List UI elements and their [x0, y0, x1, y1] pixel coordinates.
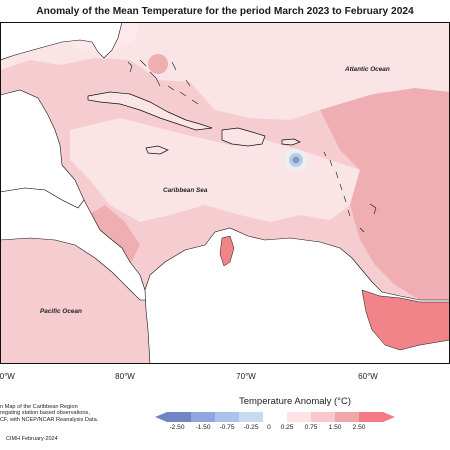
legend-swatch	[359, 412, 384, 422]
legend-tick-label: 1.50	[328, 424, 342, 431]
land-puerto-rico	[281, 138, 301, 146]
legend-swatch	[263, 412, 288, 422]
land-hispaniola	[221, 127, 266, 147]
legend-arrow-left	[155, 412, 167, 422]
legend-title: Temperature Anomaly (°C)	[238, 396, 352, 407]
warm-patch-bahamas	[148, 54, 168, 74]
map-title: Anomaly of the Mean Temperature for the …	[36, 6, 414, 17]
source-note-line-3: CF, with NCEP/NCAR Reanalysis Data.	[0, 416, 99, 423]
legend-swatch	[311, 412, 336, 422]
warm-anomaly-pacific-coast	[88, 205, 140, 265]
legend-tick-label: -0.25	[243, 424, 259, 431]
legend-swatch	[191, 412, 216, 422]
legend-tick-label: 0.25	[280, 424, 294, 431]
temperature-anomaly-map: Atlantic Ocean Caribbean Sea Pacific Oce…	[0, 22, 450, 364]
land-jamaica	[145, 145, 169, 155]
legend-tick-label: 0	[267, 424, 271, 431]
source-note-line-1: n Map of the Caribbean Region	[0, 404, 78, 410]
legend-colorbar	[155, 412, 395, 422]
legend-tick-label: -1.50	[195, 424, 211, 431]
credit-text: CIMH February-2024	[6, 436, 58, 442]
legend-swatch	[215, 412, 240, 422]
light-anomaly-zone-central	[70, 118, 360, 222]
pacific-ocean-label: Pacific Ocean	[40, 308, 82, 315]
warm-anomaly-atlantic	[320, 88, 450, 300]
land-cuba	[87, 91, 213, 131]
legend-tick-label: -0.75	[219, 424, 235, 431]
caribbean-sea-label: Caribbean Sea	[163, 187, 208, 194]
longitude-label-70w: 70°W	[236, 372, 256, 381]
legend-tick-label: 0.75	[304, 424, 318, 431]
legend-tick-label: -2.50	[169, 424, 185, 431]
source-note: n Map of the Caribbean Region regating s…	[0, 404, 98, 423]
legend-swatch	[167, 412, 192, 422]
legend-swatch	[335, 412, 360, 422]
land-bahamas	[127, 59, 199, 105]
longitude-label-90w: 90°W	[0, 372, 15, 381]
source-note-line-2: regating station based observations,	[0, 410, 90, 417]
atlantic-ocean-label: Atlantic Ocean	[344, 66, 390, 73]
land-lesser-antilles	[323, 151, 377, 233]
legend-swatch	[287, 412, 312, 422]
legend-swatch	[239, 412, 264, 422]
lake-maracaibo	[219, 235, 235, 267]
longitude-label-80w: 80°W	[115, 372, 135, 381]
legend-arrow-right	[383, 412, 395, 422]
warm-anomaly-guianas	[361, 289, 450, 351]
land-florida	[0, 22, 123, 61]
land-central-america	[0, 187, 151, 301]
cool-anomaly-core	[292, 156, 300, 164]
longitude-label-60w: 60°W	[358, 372, 378, 381]
legend-tick-label: 2.50	[352, 424, 366, 431]
